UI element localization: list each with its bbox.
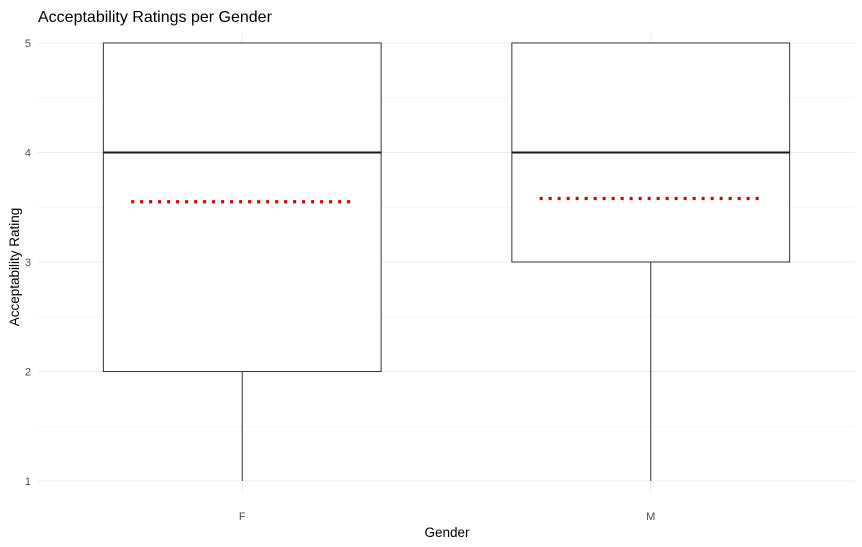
x-tick-label: F bbox=[239, 511, 246, 523]
y-tick-label: 4 bbox=[25, 147, 31, 159]
x-tick-label: M bbox=[646, 511, 655, 523]
boxplot-F bbox=[102, 42, 382, 482]
boxplots bbox=[102, 42, 791, 482]
y-tick-label: 2 bbox=[25, 367, 31, 379]
y-tick-label: 5 bbox=[25, 38, 31, 50]
y-tick-label: 1 bbox=[25, 476, 31, 488]
chart-title: Acceptability Ratings per Gender bbox=[38, 9, 273, 26]
x-axis-title: Gender bbox=[424, 525, 470, 540]
box-iqr bbox=[102, 42, 382, 373]
tick-labels: 1 2 3 4 5 F M bbox=[25, 38, 655, 523]
y-tick-label: 3 bbox=[25, 257, 31, 269]
y-axis-title: Acceptability Rating bbox=[7, 208, 22, 327]
boxplot-M bbox=[511, 42, 791, 482]
